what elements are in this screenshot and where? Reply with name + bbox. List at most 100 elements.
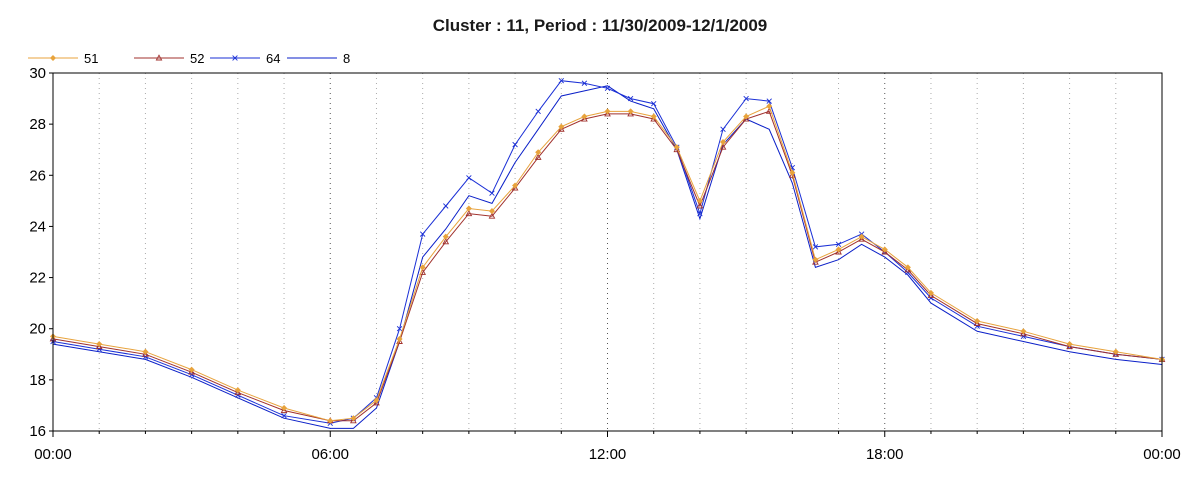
data-point-51 — [465, 205, 472, 212]
y-tick-label: 18 — [29, 372, 46, 389]
data-point-52 — [812, 258, 819, 265]
y-axis: 16 18 20 22 24 26 28 30 — [29, 65, 53, 440]
y-tick-label: 26 — [29, 167, 46, 184]
data-point-52 — [465, 209, 473, 217]
series-51 — [49, 103, 1166, 424]
data-point-52 — [904, 266, 912, 273]
data-point-64 — [512, 141, 518, 148]
data-point-51 — [535, 149, 542, 156]
data-point-51 — [927, 289, 934, 296]
data-point-51 — [350, 415, 357, 422]
data-point-64 — [766, 98, 772, 104]
x-tick-label: 12:00 — [589, 446, 627, 463]
data-point-51 — [673, 144, 680, 151]
series-line-8 — [52, 85, 1163, 429]
data-point-51 — [604, 108, 611, 115]
data-point-52 — [534, 153, 542, 160]
chart-legend: 51 52 64 8 — [28, 51, 350, 66]
data-point-52 — [1020, 330, 1027, 337]
data-point-51 — [558, 123, 565, 130]
series-line-51 — [52, 105, 1163, 422]
data-point-52 — [927, 291, 935, 298]
data-point-64 — [489, 190, 495, 196]
series-line-64 — [52, 80, 1163, 424]
legend-marker — [232, 55, 238, 61]
y-tick-label: 28 — [29, 116, 46, 133]
data-point-64 — [743, 95, 749, 102]
data-point-51 — [812, 256, 819, 263]
data-point-51 — [142, 348, 149, 355]
data-point-52 — [1112, 350, 1120, 357]
data-point-51 — [789, 169, 796, 176]
data-point-64 — [443, 203, 449, 209]
data-point-52 — [442, 238, 450, 245]
data-point-52 — [488, 212, 496, 219]
y-tick-label: 24 — [29, 218, 46, 235]
data-point-52 — [373, 399, 380, 406]
series-line-52 — [52, 110, 1163, 422]
data-point-64 — [627, 95, 634, 102]
data-point-64 — [581, 80, 588, 86]
legend-label: 52 — [190, 51, 204, 66]
data-point-52 — [234, 388, 242, 396]
data-point-51 — [650, 113, 657, 120]
data-point-64 — [535, 108, 541, 115]
legend-marker — [49, 54, 57, 62]
data-point-51 — [858, 233, 865, 240]
data-point-52 — [95, 342, 103, 350]
data-point-52 — [858, 235, 866, 242]
data-point-51 — [234, 387, 241, 394]
data-point-51 — [327, 417, 334, 424]
x-tick-label: 00:00 — [1143, 446, 1181, 463]
legend-item-8: 8 — [287, 51, 350, 66]
x-tick-label: 18:00 — [866, 446, 904, 463]
data-point-51 — [581, 113, 588, 120]
series-52 — [49, 107, 1166, 424]
data-point-64 — [720, 126, 726, 132]
data-point-51 — [1020, 328, 1027, 335]
series-8 — [52, 85, 1163, 429]
data-point-64 — [419, 231, 426, 237]
data-point-52 — [788, 171, 796, 178]
data-point-51 — [719, 139, 727, 146]
data-point-52 — [973, 319, 981, 327]
legend-item-51: 51 — [28, 51, 98, 66]
data-point-52 — [696, 202, 704, 209]
legend-label: 8 — [343, 51, 350, 66]
y-tick-label: 16 — [29, 423, 46, 440]
data-point-51 — [835, 246, 842, 253]
data-point-64 — [650, 100, 657, 107]
data-point-51 — [373, 397, 380, 404]
grid-lines — [98, 73, 1117, 431]
data-point-51 — [743, 113, 750, 120]
y-tick-label: 30 — [29, 65, 46, 82]
data-point-52 — [581, 115, 588, 122]
legend-label: 51 — [84, 51, 98, 66]
data-point-51 — [188, 366, 195, 373]
data-point-64 — [281, 412, 287, 419]
plot-area — [52, 72, 1163, 432]
data-point-51 — [1112, 348, 1119, 355]
data-point-52 — [349, 417, 357, 424]
data-point-52 — [280, 406, 288, 413]
data-point-51 — [881, 246, 888, 253]
data-point-64 — [697, 210, 703, 217]
data-point-52 — [719, 143, 727, 150]
data-point-52 — [142, 350, 149, 357]
data-point-51 — [627, 108, 634, 115]
data-point-52 — [1066, 342, 1073, 350]
x-axis: 00:00 06:00 12:00 18:00 00:00 — [34, 431, 1181, 463]
chart-title: Cluster : 11, Period : 11/30/2009-12/1/2… — [433, 16, 768, 35]
data-point-51 — [96, 341, 103, 348]
data-point-52 — [835, 248, 842, 255]
data-point-51 — [396, 335, 403, 342]
data-point-51 — [766, 103, 773, 110]
data-point-51 — [904, 264, 911, 271]
x-tick-label: 06:00 — [311, 446, 349, 463]
data-point-51 — [512, 182, 519, 189]
data-point-51 — [442, 233, 449, 240]
data-point-51 — [696, 197, 703, 204]
legend-marker — [155, 54, 163, 61]
data-point-52 — [604, 110, 611, 117]
